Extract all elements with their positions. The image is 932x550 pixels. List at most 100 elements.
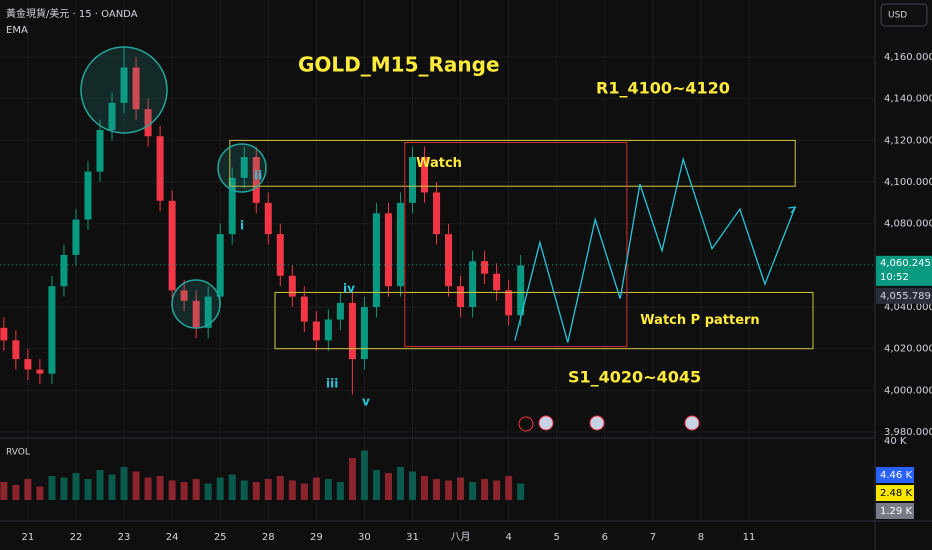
y-tick-label: 4,040.000 [884, 302, 932, 313]
volume-bar [300, 483, 308, 500]
volume-bar [84, 479, 92, 500]
candle-body [300, 296, 308, 322]
candle-body [96, 129, 104, 172]
zone-label: Watch P pattern [640, 313, 759, 328]
volume-badge-label: 2.48 K [880, 488, 912, 499]
x-tick-label: 7 [650, 532, 656, 543]
volume-bar [276, 476, 284, 500]
volume-bar [433, 479, 441, 500]
annotation: S1_4020~4045 [568, 368, 701, 387]
volume-bar [312, 477, 320, 500]
event-icon[interactable] [684, 415, 700, 431]
candle-body [216, 234, 224, 297]
candle-body [372, 213, 380, 308]
volume-badge [876, 467, 914, 483]
volume-bar [72, 473, 80, 500]
candle-body [72, 219, 80, 255]
volume-title: RVOL [6, 448, 30, 458]
x-tick-label: 24 [166, 532, 179, 543]
volume-badge-label: 1.29 K [880, 506, 912, 517]
candle-body [228, 177, 236, 235]
candle-body [204, 296, 212, 328]
y-tick-label: 4,000.000 [884, 385, 932, 396]
candle-body [517, 265, 525, 316]
candle-body [409, 157, 416, 203]
volume-bar [348, 458, 356, 500]
volume-bar [264, 479, 272, 500]
candle-body [36, 369, 44, 374]
candle-body [396, 202, 404, 287]
candle-body [324, 319, 332, 341]
candle-body [276, 234, 284, 276]
x-tick-label: 28 [262, 532, 275, 543]
volume-badge [876, 503, 914, 519]
candle-body [192, 300, 200, 328]
volume-bar [505, 476, 513, 500]
volume-bar [24, 479, 32, 500]
volume-bar [0, 482, 8, 500]
volume-bar [493, 480, 501, 500]
x-tick-label: 22 [70, 532, 83, 543]
volume-bar [192, 479, 200, 500]
highlight-circle [217, 143, 267, 193]
candle-body [264, 202, 272, 235]
currency-button[interactable] [880, 3, 928, 27]
volume-badge-label: 4.46 K [880, 470, 912, 481]
zone [274, 291, 814, 350]
y-tick-label: 4,120.000 [884, 135, 932, 146]
candle-body [12, 340, 20, 360]
candle-body [240, 157, 248, 178]
candle-body [144, 109, 152, 137]
event-icon[interactable] [589, 415, 605, 431]
x-tick-label: 21 [22, 532, 35, 543]
event-icon[interactable] [538, 415, 554, 431]
ema-label: 4,055.789 [880, 291, 931, 302]
volume-bar [372, 470, 380, 500]
y-tick-label: 4,140.000 [884, 94, 932, 105]
plot [0, 46, 814, 500]
x-tick-label: 6 [602, 532, 608, 543]
event-icon[interactable] [518, 416, 534, 432]
volume-bar [445, 480, 453, 500]
x-tick-label: 31 [406, 532, 419, 543]
volume-bar [156, 476, 164, 500]
y-tick-label: 4,080.000 [884, 219, 932, 230]
volume-bar [48, 476, 56, 500]
candle-body [445, 234, 453, 287]
candle-body [60, 254, 68, 287]
candle-body [481, 261, 489, 274]
ema-badge [876, 287, 932, 304]
x-tick-label: 25 [214, 532, 227, 543]
projection-path [514, 156, 796, 343]
x-tick-label: 11 [743, 532, 756, 543]
volume-bar [204, 483, 212, 500]
candle-body [180, 290, 188, 301]
annotation: R1_4100~4120 [596, 79, 730, 98]
wave-label: v [362, 395, 370, 409]
currency: USD [888, 11, 907, 21]
x-tick-label: 23 [118, 532, 131, 543]
candle-body [132, 67, 140, 110]
volume-bar [60, 477, 68, 500]
volume-bar [288, 480, 296, 500]
volume-bar [120, 467, 128, 500]
wave-label: iii [326, 377, 338, 391]
volume-bar [324, 479, 332, 500]
volume-bar [144, 477, 152, 500]
candle-body [348, 302, 356, 360]
y-tick-label: 4,100.000 [884, 177, 932, 188]
volume-bar [457, 477, 465, 500]
volume-bar [96, 470, 104, 500]
candle-body [108, 102, 116, 130]
volume-bar [336, 482, 344, 500]
zone [404, 141, 628, 348]
volume-bar [396, 467, 404, 500]
candle-body [24, 359, 32, 370]
projection-arrow [788, 206, 797, 214]
zone-label: Watch [416, 156, 462, 171]
y-tick-label: 4,160.000 [884, 52, 932, 63]
volume-bar [168, 480, 176, 500]
candle-body [48, 286, 56, 374]
